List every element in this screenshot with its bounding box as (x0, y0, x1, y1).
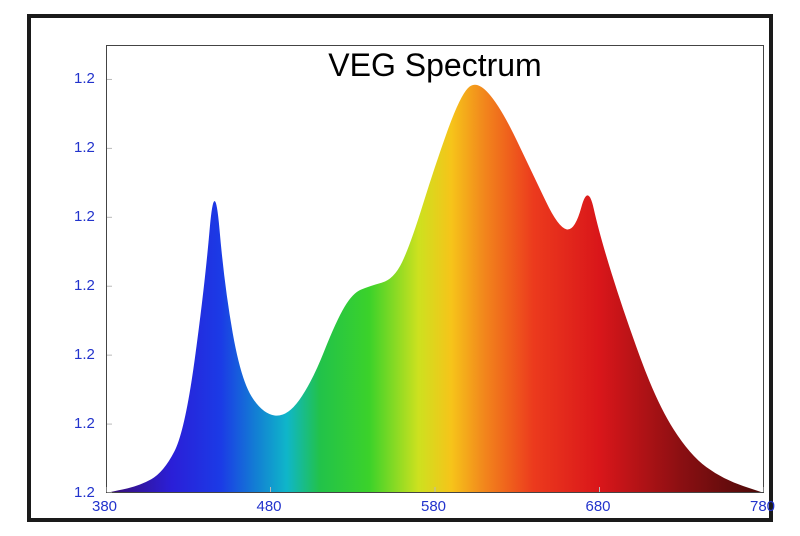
chart-title: VEG Spectrum (315, 47, 555, 84)
y-tick-label: 1.2 (74, 71, 95, 86)
y-tick-label: 1.2 (74, 209, 95, 224)
x-tick-label: 580 (421, 499, 446, 514)
x-tick-label: 380 (92, 499, 117, 514)
y-tick-label: 1.2 (74, 278, 95, 293)
spectrum-chart-svg (106, 45, 764, 493)
x-tick-label: 680 (586, 499, 611, 514)
y-tick-label: 1.2 (74, 485, 95, 500)
y-tick-label: 1.2 (74, 140, 95, 155)
y-tick-label: 1.2 (74, 347, 95, 362)
spectrum-fill (106, 45, 764, 493)
y-tick-label: 1.2 (74, 416, 95, 431)
chart-plot-area (106, 45, 764, 493)
x-tick-label: 480 (257, 499, 282, 514)
x-tick-label: 780 (750, 499, 775, 514)
